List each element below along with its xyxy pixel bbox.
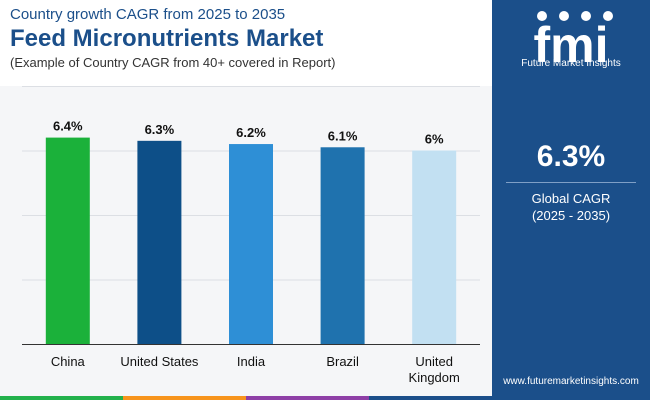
- x-tick-label-2: India: [237, 354, 266, 369]
- bar-chart: 6.4% China 6.3% United States 6.2% India 6.1% B…: [22, 86, 480, 385]
- data-label-0: 6.4%: [53, 119, 83, 134]
- website-link[interactable]: www.futuremarketinsights.com: [503, 376, 639, 387]
- bottom-color-bar: [0, 396, 492, 400]
- bar-brazil: [320, 147, 365, 344]
- data-label-2: 6.2%: [236, 125, 266, 140]
- global-cagr-value: 6.3%: [536, 140, 606, 173]
- logo-letters: fmi: [534, 17, 609, 72]
- bottom-bar-segment-purple: [246, 396, 369, 400]
- sidebar: fmi Future Market Insights 6.3% Global C…: [492, 0, 650, 400]
- x-tick-label-0: China: [51, 354, 86, 369]
- chart-title: Feed Micronutrients Market: [10, 25, 324, 52]
- x-tick-label-1: United States: [120, 354, 199, 369]
- bar-united-kingdom: [412, 150, 457, 344]
- chart-area: 6.4% China 6.3% United States 6.2% India 6.1% B…: [0, 86, 492, 400]
- header: Country growth CAGR from 2025 to 2035 Fe…: [10, 6, 490, 72]
- bottom-bar-segment-green: [0, 396, 123, 400]
- chart-subtitle-bottom: (Example of Country CAGR from 40+ covere…: [10, 55, 336, 70]
- cagr-divider: [506, 182, 636, 183]
- logo-text: Future Market Insights: [521, 58, 621, 69]
- global-cagr-period: (2025 - 2035): [531, 208, 611, 223]
- bottom-bar-segment-orange: [123, 396, 246, 400]
- x-tick-label-3: Brazil: [326, 354, 359, 369]
- data-label-4: 6%: [425, 132, 444, 147]
- data-label-3: 6.1%: [328, 128, 358, 143]
- bar-china: [45, 137, 90, 344]
- chart-subtitle-top: Country growth CAGR from 2025 to 2035: [10, 6, 286, 23]
- x-tick-label-4: United Kingdom: [409, 354, 460, 385]
- bottom-bar-segment-blue: [369, 396, 492, 400]
- fmi-logo-icon: fmi: [534, 11, 613, 72]
- bar-india: [229, 144, 273, 344]
- global-cagr-label: Global CAGR: [531, 191, 611, 206]
- bar-united-states: [137, 140, 182, 344]
- data-label-1: 6.3%: [145, 122, 175, 137]
